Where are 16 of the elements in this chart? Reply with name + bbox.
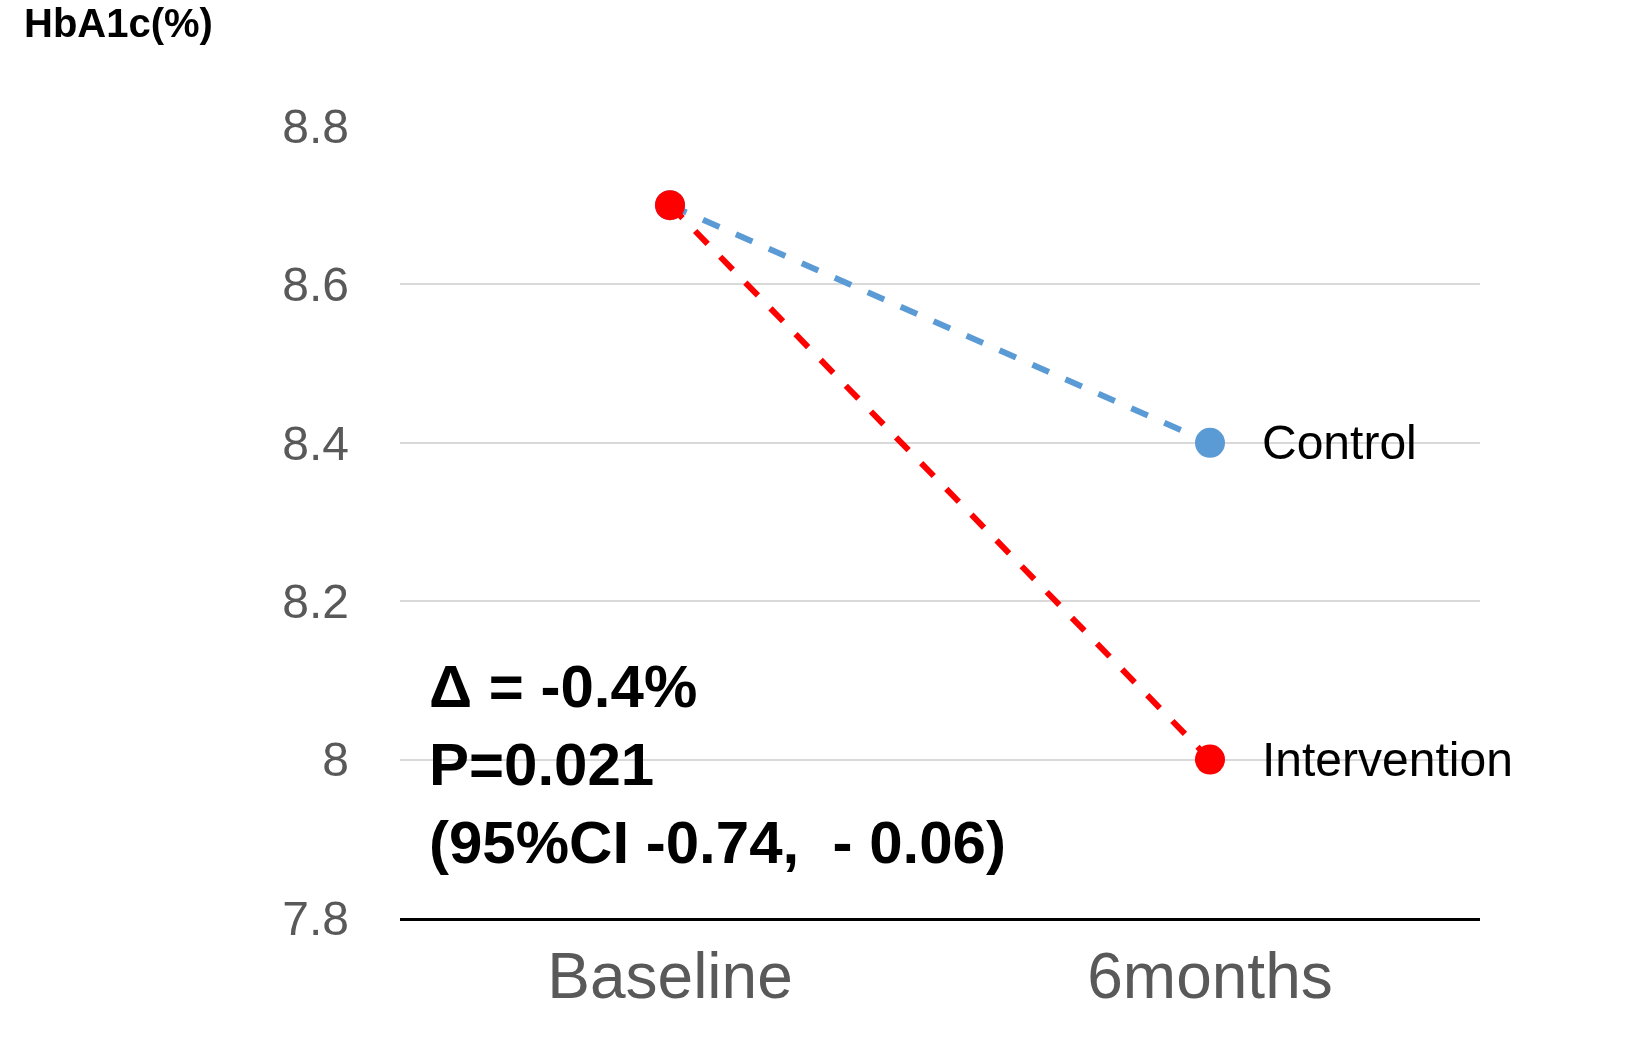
x-tick-label: Baseline	[547, 939, 793, 1012]
y-tick-label: 8.8	[282, 99, 349, 153]
annotation: (95%CI -0.74, - 0.06)	[429, 809, 1006, 876]
y-axis-title: HbA1c(%)	[24, 1, 213, 45]
y-tick-label: 8.4	[282, 416, 349, 470]
annotation: Δ = -0.4%	[429, 653, 698, 720]
point	[1195, 427, 1225, 458]
series-label: Control	[1262, 416, 1417, 469]
y-tick-label: 8.6	[282, 258, 349, 312]
y-tick-label: 8	[322, 733, 349, 787]
y-tick-label: 8.2	[282, 575, 349, 628]
annotation: P=0.021	[429, 731, 655, 798]
series-label: Intervention	[1262, 733, 1513, 786]
x-tick-label: 6months	[1087, 939, 1333, 1012]
point	[1195, 744, 1225, 775]
y-tick-label: 7.8	[282, 891, 349, 945]
